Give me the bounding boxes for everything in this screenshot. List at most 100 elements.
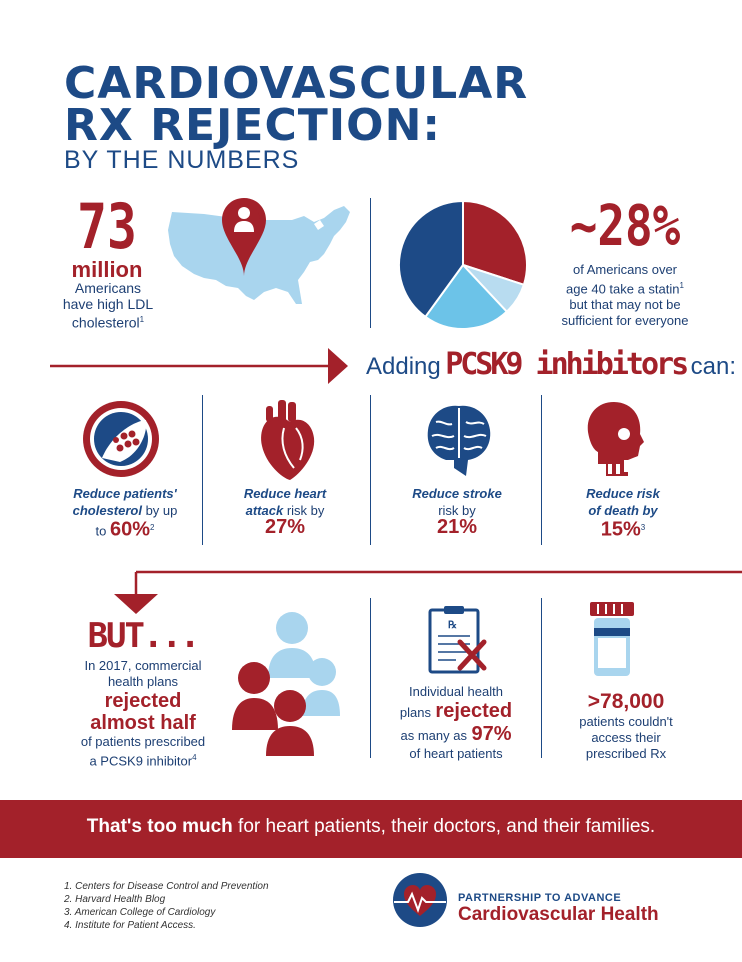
- subtitle: BY THE NUMBERS: [64, 146, 300, 174]
- benefit-death: Reduce risk of death by 15%3: [548, 485, 698, 539]
- benefit-label: Reduce risk: [586, 486, 660, 501]
- footnotes: 1. Centers for Disease Control and Preve…: [64, 880, 269, 932]
- individual-section: Individual health plans rejected as many…: [378, 684, 534, 762]
- brain-icon: [427, 405, 491, 476]
- banner-text: That's too much for heart patients, thei…: [0, 800, 742, 838]
- pie-slice-dark-blue: [398, 200, 464, 319]
- logo-text: PARTNERSHIP TO ADVANCE Cardiovascular He…: [458, 892, 659, 926]
- footnote-ref: 1: [679, 281, 684, 290]
- benefit-label: risk by: [438, 503, 476, 518]
- skull-icon: [587, 402, 644, 476]
- footnote: 1. Centers for Disease Control and Preve…: [64, 881, 269, 892]
- us-map-icon: [168, 206, 350, 304]
- adding-highlight: PCSK9 inhibitors: [445, 347, 689, 382]
- footnote: 3. American College of Cardiology: [64, 907, 216, 918]
- benefit-label: to: [95, 523, 110, 539]
- pill-bottle-icon: [590, 602, 634, 676]
- benefit-label: risk by: [283, 503, 325, 518]
- adding-suffix: can:: [690, 353, 736, 380]
- divider: [370, 198, 371, 328]
- statin-desc: of Americans over age 40 take a statin1 …: [532, 262, 718, 329]
- but-text: health plans: [107, 674, 179, 689]
- ldl-desc-line: have high LDL: [62, 296, 154, 312]
- benefit-label: Reduce heart: [243, 486, 327, 501]
- pie-slice-red: [462, 200, 528, 287]
- but-text: a PCSK9 inhibitor: [89, 753, 193, 769]
- statin-stat: ~28%: [538, 196, 712, 258]
- benefit-heart-attack: Reduce heart attack risk by 27%: [212, 485, 358, 537]
- benefit-label: Reduce stroke: [412, 486, 502, 501]
- but-headline: BUT...: [87, 616, 201, 656]
- ldl-stat: 73 million: [52, 196, 162, 282]
- divider: [541, 598, 542, 758]
- footnote-ref: 3: [640, 523, 646, 532]
- but-emphasis: rejected: [104, 690, 182, 712]
- svg-text:℞: ℞: [448, 620, 457, 631]
- benefit-label: Reduce patients': [73, 486, 177, 501]
- statin-number: ~28%: [569, 194, 681, 259]
- individual-emphasis: rejected: [435, 700, 513, 722]
- benefit-value: 60%: [109, 518, 151, 541]
- individual-value: 97%: [471, 723, 512, 745]
- benefit-cholesterol: Reduce patients' cholesterol by up to 60…: [52, 485, 198, 539]
- statin-desc-line: age 40 take a statin: [566, 281, 680, 297]
- benefit-label: of death by: [588, 503, 658, 518]
- benefit-label: cholesterol: [72, 503, 142, 518]
- statin-desc-line: but that may not be: [569, 297, 681, 313]
- logo-line-2: Cardiovascular Health: [458, 904, 659, 925]
- individual-text: as many as: [400, 728, 467, 743]
- individual-text: of heart patients: [409, 746, 503, 761]
- cholesterol-artery-icon: [83, 401, 159, 477]
- divider: [541, 395, 542, 545]
- title-line-2: RX REJECTION:: [64, 100, 441, 151]
- benefit-value: 27%: [264, 516, 306, 538]
- ldl-desc-line: cholesterol: [71, 314, 140, 331]
- benefit-value: 21%: [436, 516, 478, 538]
- adding-prefix: Adding: [366, 353, 441, 380]
- statin-desc-line: sufficient for everyone: [561, 313, 689, 329]
- ldl-number: 73: [77, 190, 137, 263]
- footnote-ref: 2: [150, 523, 155, 532]
- but-text: of patients prescribed: [80, 734, 206, 749]
- location-pin-icon: [222, 198, 266, 276]
- logo-heart-icon: [393, 873, 447, 927]
- footnote: 4. Institute for Patient Access.: [64, 920, 196, 931]
- but-emphasis: almost half: [90, 712, 196, 734]
- ldl-unit: million: [71, 257, 143, 282]
- footnote: 2. Harvard Health Blog: [64, 894, 166, 905]
- benefit-value: 15%: [600, 518, 641, 541]
- divider: [370, 598, 371, 758]
- access-section: >78,000 patients couldn't access their p…: [548, 690, 704, 762]
- access-text: prescribed Rx: [585, 746, 667, 761]
- banner-rest: for heart patients, their doctors, and t…: [232, 816, 656, 837]
- footnote-ref: 4: [192, 753, 197, 762]
- prescription-rejected-icon: ℞: [428, 606, 487, 674]
- individual-text: Individual health: [409, 684, 503, 699]
- benefit-stroke: Reduce stroke risk by 21%: [384, 485, 530, 537]
- access-text: patients couldn't: [579, 714, 673, 729]
- footnote-ref: 1: [139, 315, 145, 324]
- banner-bold: That's too much: [86, 816, 233, 837]
- pie-slice-light-blue: [423, 263, 509, 330]
- heart-icon: [261, 400, 315, 480]
- right-arrow-icon: [50, 348, 348, 384]
- access-text: access their: [591, 730, 661, 745]
- title-line-1: CARDIOVASCULAR: [64, 58, 529, 109]
- ldl-desc-line: Americans: [74, 280, 142, 296]
- ldl-desc: Americans have high LDL cholesterol1: [50, 280, 166, 331]
- bottom-banner: That's too much for heart patients, thei…: [0, 800, 742, 858]
- divider: [202, 395, 203, 545]
- logo-line-1: PARTNERSHIP TO ADVANCE: [458, 892, 622, 904]
- adding-headline: Adding PCSK9 inhibitors can:: [366, 347, 736, 382]
- down-arrow-icon: [114, 570, 742, 614]
- individual-text: plans: [399, 705, 431, 720]
- benefit-label: by up: [141, 503, 178, 518]
- statin-pie-chart: [398, 200, 528, 330]
- access-value: >78,000: [587, 690, 665, 713]
- people-group-icon: [232, 612, 340, 756]
- benefit-label: attack: [245, 503, 284, 518]
- statin-desc-line: of Americans over: [572, 262, 678, 277]
- but-section: BUT... In 2017, commercial health plans …: [60, 618, 226, 769]
- but-text: In 2017, commercial: [84, 658, 202, 673]
- divider: [370, 395, 371, 545]
